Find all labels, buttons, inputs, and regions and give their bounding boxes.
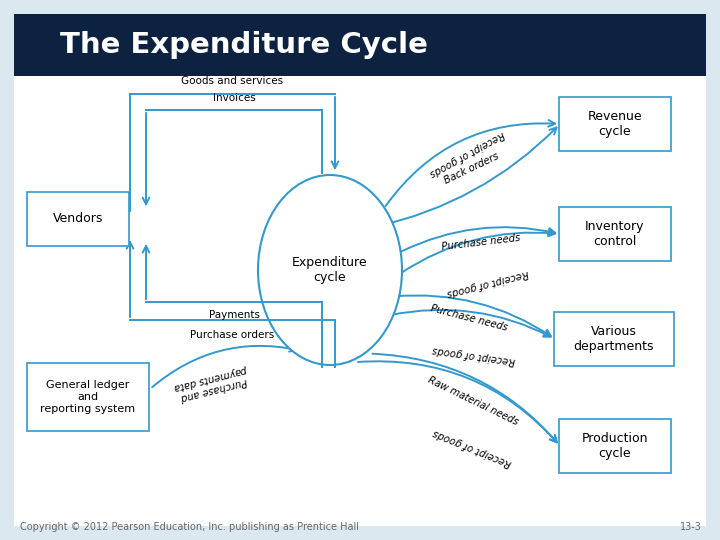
Text: Receipt of goods: Receipt of goods [428,129,506,178]
FancyBboxPatch shape [559,97,671,151]
FancyBboxPatch shape [14,14,706,76]
Text: Purchase needs: Purchase needs [441,232,521,252]
Text: Production
cycle: Production cycle [582,432,648,460]
Text: General ledger
and
reporting system: General ledger and reporting system [40,380,135,414]
FancyBboxPatch shape [14,14,706,526]
Text: Invoices: Invoices [212,93,256,103]
Text: The Expenditure Cycle: The Expenditure Cycle [60,31,428,59]
Text: Purchase and
payments data: Purchase and payments data [174,364,251,403]
Text: Receipt of goods: Receipt of goods [446,268,530,298]
Text: Receipt of goods: Receipt of goods [432,345,516,366]
Text: Copyright © 2012 Pearson Education, Inc. publishing as Prentice Hall: Copyright © 2012 Pearson Education, Inc.… [20,522,359,532]
Text: Various
departments: Various departments [574,325,654,353]
Text: Raw material needs: Raw material needs [426,375,520,427]
Text: Expenditure
cycle: Expenditure cycle [292,256,368,284]
Text: Purchase orders: Purchase orders [190,330,274,340]
Text: Inventory
control: Inventory control [585,220,644,248]
Text: Back orders: Back orders [443,151,501,186]
FancyBboxPatch shape [554,312,674,366]
Ellipse shape [258,175,402,365]
Text: 13-3: 13-3 [680,522,702,532]
Text: Payments: Payments [209,310,259,320]
Text: Revenue
cycle: Revenue cycle [588,110,642,138]
FancyBboxPatch shape [559,207,671,261]
FancyBboxPatch shape [27,192,129,246]
FancyBboxPatch shape [27,363,149,431]
Text: Receipt of goods: Receipt of goods [431,427,513,468]
Text: Purchase needs: Purchase needs [430,303,509,332]
FancyBboxPatch shape [559,419,671,473]
Text: Vendors: Vendors [53,213,103,226]
Text: Goods and services: Goods and services [181,76,284,86]
